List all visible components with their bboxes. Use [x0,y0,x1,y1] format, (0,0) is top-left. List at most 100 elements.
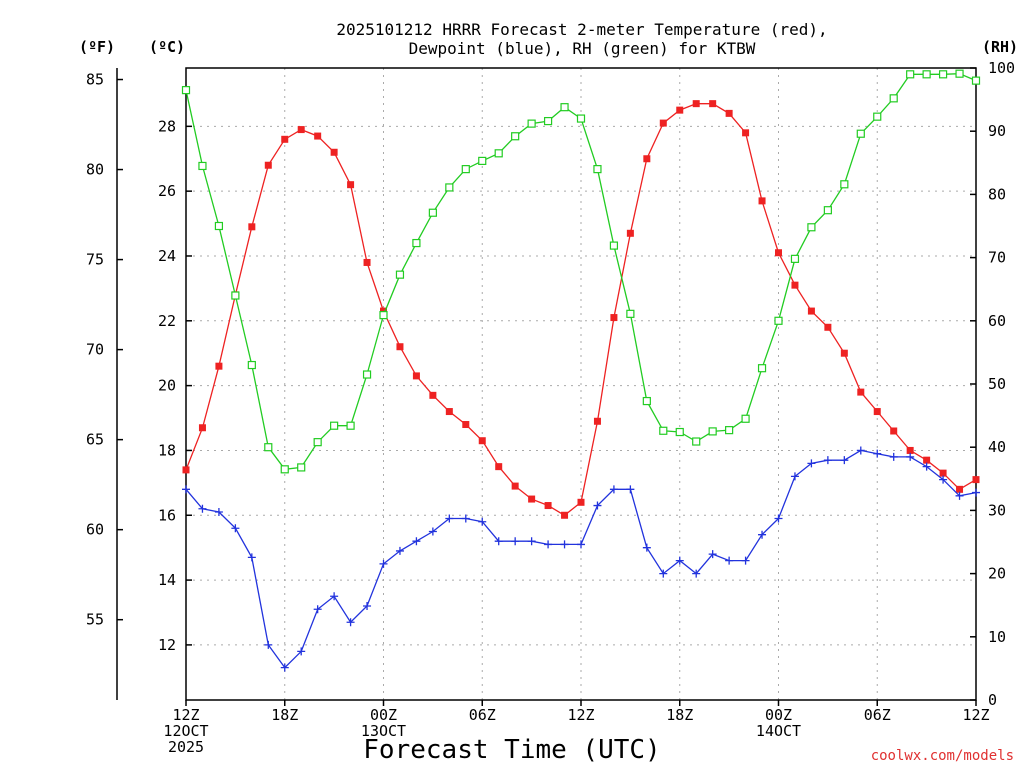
rh-point [807,223,816,232]
dewpoint-point [823,456,832,465]
x-tick-label: 13OCT [361,722,406,740]
dewpoint-point [906,452,915,461]
rh-point [741,414,750,423]
dewpoint-point [807,459,816,468]
dewpoint-point [247,553,256,562]
fahrenheit-tick-label: 75 [86,251,104,269]
rh-point [181,86,191,95]
temperature-point [561,511,569,519]
rh-point [906,70,915,79]
rh-point [346,421,355,430]
rh-tick-label: 70 [988,249,1006,267]
rh-tick-label: 40 [988,438,1006,456]
temperature-point [824,323,832,331]
x-tick-label: 2025 [168,738,204,756]
temperature-point [593,417,601,425]
rh-tick-label: 30 [988,501,1006,519]
dewpoint-point [461,514,470,523]
rh-tick-label: 60 [988,312,1006,330]
temperature-point [495,463,503,471]
rh-point [560,103,569,112]
rh-point [362,370,372,379]
chart-title-line2: Dewpoint (blue), RH (green) for KTBW [409,39,756,58]
celsius-tick-label: 22 [158,312,176,330]
rh-axis: 0 10 20 30 40 50 60 70 80 90 100 [970,59,1015,709]
dewpoint-point [675,556,684,565]
rh-point [955,69,964,78]
rh-point [708,427,717,436]
dewpoint-point [577,540,585,549]
grid-lines [186,68,976,700]
dewpoint-point [972,488,980,497]
rh-tick-label: 50 [988,375,1006,393]
dewpoint-point [363,602,372,611]
rh-point [790,254,800,263]
chart-title-line1: 2025101212 HRRR Forecast 2-meter Tempera… [336,20,827,39]
fahrenheit-unit-label: (ºF) [79,38,115,56]
dewpoint-point [659,569,668,578]
x-tick-label: 00Z [765,706,792,724]
rh-point [840,180,849,189]
temperature-point [445,408,453,416]
dewpoint-point [494,537,503,546]
temperature-point [626,229,634,237]
rh-point [626,309,635,318]
rh-point [889,94,898,103]
dewpoint-point [379,559,388,568]
celsius-tick-label: 28 [158,117,176,135]
celsius-tick-label: 12 [158,636,176,654]
rh-point [198,161,207,171]
rh-point [692,437,701,446]
x-tick-label: 12Z [962,706,989,724]
celsius-tick-label: 14 [158,571,176,589]
rh-unit-label: (RH) [982,38,1018,56]
x-tick-label: 06Z [469,706,496,724]
celsius-axis: 12 14 16 18 20 22 24 26 28 [158,117,192,654]
rh-point [938,70,948,79]
x-tick-label: 12Z [172,706,199,724]
x-tick-label: 18Z [666,706,693,724]
rh-point [576,114,586,123]
temperature-point [676,106,684,114]
rh-point [527,119,536,128]
celsius-tick-label: 18 [158,441,176,459]
dewpoint-point [889,452,898,461]
rh-point [511,132,520,141]
temperature-point [890,427,898,435]
x-tick-label: 00Z [370,706,397,724]
rh-point [461,165,470,174]
fahrenheit-tick-label: 85 [86,71,104,89]
dewpoint-point [297,647,306,656]
rh-tick-label: 0 [988,691,997,709]
credit-text: coolwx.com/models [871,748,1014,764]
dewpoint-point [725,556,734,565]
temperature-point [264,161,272,169]
rh-point [379,311,388,320]
temperature-point [840,349,848,357]
fahrenheit-tick-label: 70 [86,341,104,359]
temperature-point [215,362,223,370]
dewpoint-point [741,556,750,565]
dewpoint-point [527,537,536,546]
dewpoint-point [346,618,355,627]
dewpoint-point [478,517,487,526]
rh-point [873,112,882,121]
temperature-point [725,109,733,117]
rh-tick-label: 90 [988,122,1006,140]
rh-tick-label: 10 [988,628,1006,646]
rh-point [922,70,931,79]
x-tick-label: 06Z [864,706,891,724]
rh-point [659,426,668,435]
temperature-point [758,197,766,205]
temperature-point [939,469,947,477]
dewpoint-point [182,485,190,494]
fahrenheit-axis: 55 60 65 70 75 80 85 [86,71,123,629]
temperature-point [775,249,782,257]
dewpoint-point [790,472,799,481]
rh-point [297,463,306,472]
rh-point [774,316,783,325]
temperature-point [363,258,371,266]
dewpoint-point [593,501,602,510]
rh-point [971,76,981,85]
